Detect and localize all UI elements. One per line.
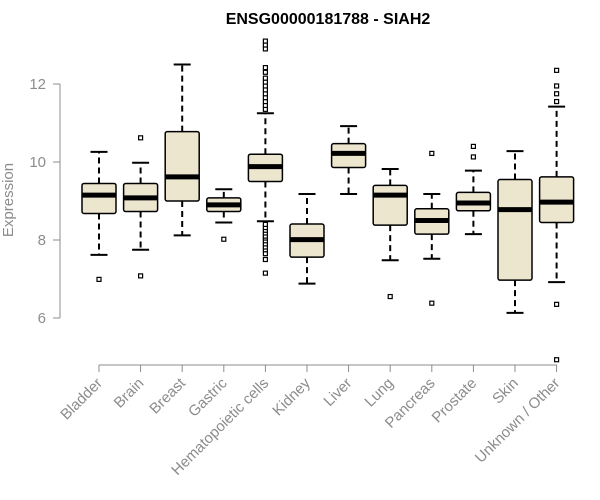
box-group	[289, 192, 325, 285]
boxes-layer	[81, 38, 575, 363]
box-group	[497, 150, 533, 314]
x-tick-label: Bladder	[57, 375, 106, 424]
y-tick-label: 12	[29, 76, 46, 93]
box-group	[247, 38, 284, 276]
iqr-box	[372, 184, 408, 226]
outlier-point	[262, 75, 268, 81]
box-group	[538, 67, 575, 363]
x-tick-label: Kidney	[269, 374, 314, 419]
outlier-point	[553, 83, 560, 89]
outlier-point	[262, 65, 268, 71]
x-tick-label: Liver	[320, 375, 355, 410]
x-tick-label: Prostate	[429, 375, 481, 427]
outlier-point	[262, 221, 268, 227]
outlier-point	[138, 135, 144, 141]
outlier-point	[553, 91, 560, 97]
outlier-point	[553, 98, 560, 105]
iqr-box	[538, 176, 575, 224]
outlier-point	[138, 273, 144, 279]
box-group	[455, 143, 492, 236]
outlier-point	[470, 143, 476, 149]
iqr-box	[497, 178, 533, 281]
outlier-point	[221, 236, 227, 242]
outlier-point	[387, 293, 393, 300]
x-tick-label: Breast	[146, 374, 189, 417]
y-axis-ticks: 6 8 10 12	[29, 76, 60, 327]
outlier-point	[553, 301, 560, 307]
x-tick-label: Skin	[489, 375, 522, 408]
outlier-point	[262, 270, 268, 276]
iqr-box	[81, 182, 117, 215]
y-tick-label: 8	[38, 232, 46, 249]
outlier-point	[429, 300, 435, 306]
box-group	[330, 125, 367, 195]
y-tick-label: 10	[29, 154, 46, 171]
box-group	[81, 150, 117, 282]
outlier-point	[262, 69, 268, 75]
y-tick-label: 6	[38, 310, 46, 327]
outlier-point	[262, 38, 268, 44]
outlier-point	[429, 150, 435, 157]
box-group	[164, 63, 200, 237]
outlier-point	[553, 357, 560, 363]
box-group	[414, 150, 450, 306]
iqr-box	[164, 130, 200, 202]
outlier-point	[553, 67, 560, 73]
outlier-point	[96, 276, 102, 282]
chart-title: ENSG00000181788 - SIAH2	[226, 11, 431, 28]
box-group	[372, 168, 408, 300]
x-tick-label: Lung	[361, 375, 397, 411]
x-tick-label: Brain	[111, 375, 148, 412]
outlier-point	[262, 256, 268, 263]
box-group	[122, 135, 159, 279]
box-group	[206, 188, 242, 242]
y-axis-label: Expression	[0, 163, 17, 237]
outlier-point	[470, 154, 476, 160]
